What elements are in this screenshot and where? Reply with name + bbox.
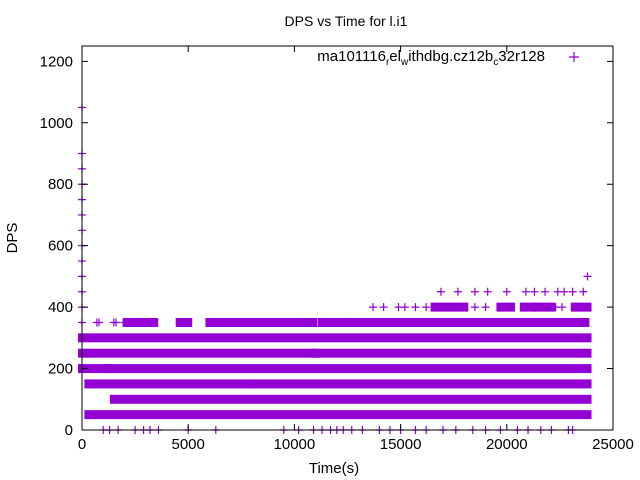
- data-point: [368, 303, 377, 312]
- legend: ma101116relwithdbg.cz12bc32r128: [317, 48, 579, 68]
- data-point: [400, 303, 409, 312]
- legend-label: ma101116relwithdbg.cz12bc32r128: [317, 48, 545, 68]
- y-tick-label: 200: [48, 361, 73, 378]
- y-axis-label: DPS: [4, 223, 21, 254]
- data-point: [354, 318, 363, 327]
- data-marks: [78, 103, 592, 434]
- y-tick-label: 600: [48, 238, 73, 255]
- dense-point-band: [78, 348, 318, 358]
- data-point: [131, 318, 140, 327]
- data-point: [337, 318, 346, 327]
- x-tick-label: 5000: [172, 436, 205, 453]
- y-tick-label: 800: [48, 176, 73, 193]
- x-tick-label: 25000: [592, 436, 634, 453]
- dense-point-band: [532, 302, 556, 312]
- data-point: [345, 318, 354, 327]
- dense-point-band: [84, 379, 254, 389]
- data-point: [364, 318, 373, 327]
- plot-border: [81, 45, 614, 431]
- dense-point-band: [105, 364, 592, 374]
- x-tick-label: 15000: [380, 436, 422, 453]
- data-point: [148, 318, 157, 327]
- data-point: [502, 287, 511, 296]
- data-point: [470, 303, 479, 312]
- data-point: [483, 287, 492, 296]
- chart-title: DPS vs Time for l.i1: [285, 13, 408, 29]
- y-tick-label: 0: [65, 422, 73, 439]
- data-point: [111, 318, 120, 327]
- data-point: [470, 287, 479, 296]
- y-tick-label: 1000: [40, 115, 73, 132]
- dense-point-band: [252, 379, 592, 389]
- data-point: [320, 318, 329, 327]
- x-tick-label: 0: [78, 436, 86, 453]
- data-point: [541, 287, 550, 296]
- x-tick-label: 10000: [274, 436, 316, 453]
- dense-point-band: [175, 317, 193, 327]
- data-point: [436, 287, 445, 296]
- data-point: [94, 318, 103, 327]
- data-point: [558, 303, 567, 312]
- dense-point-band: [84, 410, 592, 420]
- data-point: [422, 303, 431, 312]
- data-point: [481, 303, 490, 312]
- y-tick-label: 400: [48, 299, 73, 316]
- data-point: [379, 303, 388, 312]
- dense-point-band: [343, 317, 590, 327]
- dense-point-band: [311, 348, 592, 358]
- x-tick-label: 20000: [486, 436, 528, 453]
- legend-marker: [569, 52, 579, 62]
- data-point: [530, 287, 539, 296]
- data-point: [328, 318, 337, 327]
- data-point: [275, 318, 284, 327]
- x-axis-label: Time(s): [309, 460, 359, 477]
- dense-point-band: [78, 333, 592, 343]
- dense-point-band: [430, 302, 469, 312]
- data-point: [583, 272, 592, 281]
- data-point: [521, 287, 530, 296]
- y-tick-label: 1200: [40, 53, 73, 70]
- dense-point-band: [109, 394, 592, 404]
- dense-point-band: [205, 317, 318, 327]
- data-point: [560, 287, 569, 296]
- data-point: [579, 287, 588, 296]
- dense-point-band: [496, 302, 516, 312]
- data-point: [453, 287, 462, 296]
- axes: 0 5000 10000 15000 20000 25000 0 200 400 600 800 10…: [40, 45, 634, 453]
- dense-point-band: [78, 364, 112, 374]
- data-point: [568, 287, 577, 296]
- dense-point-band: [570, 302, 592, 312]
- dense-point-band: [519, 302, 537, 312]
- data-point: [411, 303, 420, 312]
